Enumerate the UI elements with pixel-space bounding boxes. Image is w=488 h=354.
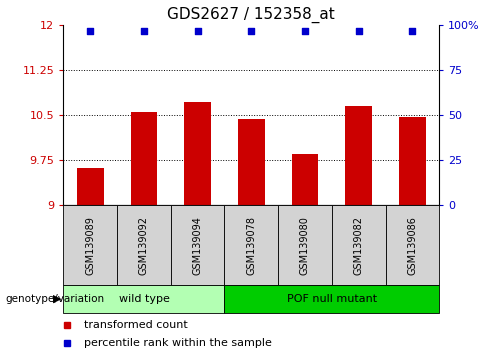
Point [86, 28, 94, 34]
Text: GSM139092: GSM139092 [139, 216, 149, 275]
Text: GSM139080: GSM139080 [300, 216, 310, 275]
Point [301, 28, 309, 34]
Bar [77, 168, 103, 205]
Bar [386, 205, 439, 285]
Bar [399, 117, 426, 205]
Point [194, 28, 202, 34]
Bar [131, 112, 157, 205]
Text: GSM139086: GSM139086 [407, 216, 417, 275]
Text: GSM139078: GSM139078 [246, 216, 256, 275]
Point [355, 28, 363, 34]
Bar [63, 285, 224, 313]
Bar [346, 106, 372, 205]
Point [247, 28, 255, 34]
Text: GSM139082: GSM139082 [354, 216, 364, 275]
Bar [224, 205, 278, 285]
Bar [292, 154, 318, 205]
Bar [171, 205, 224, 285]
Text: GSM139089: GSM139089 [85, 216, 95, 275]
Bar [224, 285, 439, 313]
Bar [184, 102, 211, 205]
Text: GSM139094: GSM139094 [193, 216, 203, 275]
Bar [238, 119, 264, 205]
Bar [332, 205, 386, 285]
Text: POF null mutant: POF null mutant [287, 294, 377, 304]
Text: percentile rank within the sample: percentile rank within the sample [84, 338, 272, 348]
Bar [117, 205, 171, 285]
Point [140, 28, 148, 34]
Point [408, 28, 416, 34]
Text: genotype/variation: genotype/variation [5, 294, 104, 304]
Bar [63, 205, 117, 285]
Title: GDS2627 / 152358_at: GDS2627 / 152358_at [167, 7, 335, 23]
Bar [278, 205, 332, 285]
Text: wild type: wild type [119, 294, 169, 304]
Text: transformed count: transformed count [84, 320, 188, 330]
Text: ▶: ▶ [53, 294, 61, 304]
